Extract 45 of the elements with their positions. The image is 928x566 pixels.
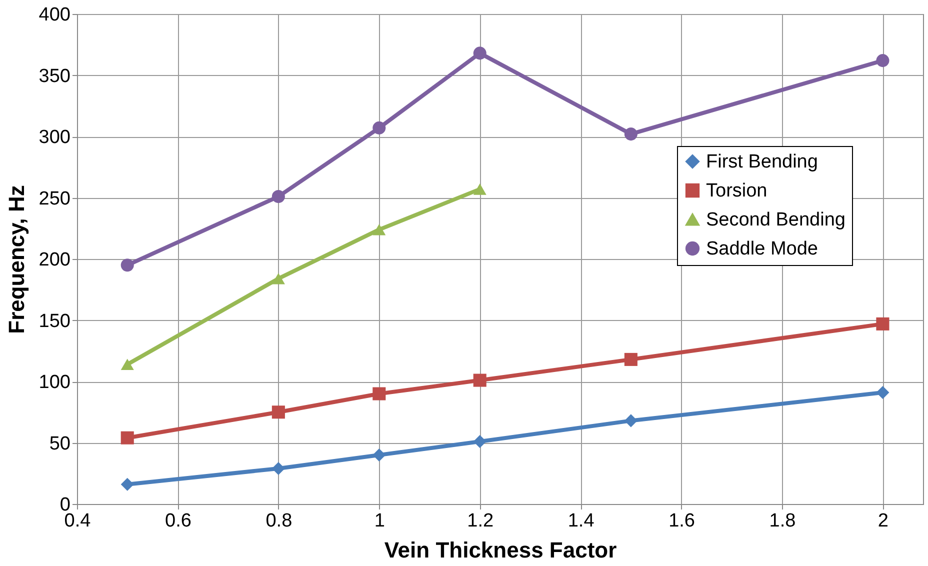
point [473,184,486,195]
x-tick-label: 1.2 [467,510,494,532]
x-tick-label: 0.8 [266,510,292,532]
y-tick-label: 200 [38,250,70,270]
point [624,352,638,366]
point [372,224,386,236]
point [473,435,486,448]
point [120,478,134,491]
point [120,358,134,370]
y-tick-label: 350 [38,66,70,87]
y-tick-label: 100 [38,372,70,393]
point [272,462,285,475]
point [473,46,486,60]
point [372,387,386,400]
x-tick-label: 1.6 [668,510,695,532]
point [473,374,486,387]
point [876,317,890,330]
y-tick-label: 250 [38,188,70,210]
y-tick-label: 300 [38,127,70,148]
y-axis-title: Frequency, Hz [4,185,29,334]
point [272,272,285,284]
y-tick-label: 50 [49,433,70,454]
x-tick-label: 1.8 [769,510,796,532]
point [624,414,638,428]
x-tick-label: 1.4 [568,510,595,532]
y-tick-label: 400 [38,4,70,26]
point [876,54,890,68]
point [624,128,638,141]
legend-label: Saddle Mode [706,238,818,260]
x-tick-label: 0.4 [64,510,92,532]
x-tick-label: 2 [878,510,889,532]
point [272,406,285,419]
x-tick-label: 0.6 [165,510,192,532]
point [876,386,890,400]
legend-label: First Bending [706,152,818,172]
point [372,448,386,462]
point [120,431,134,444]
x-tick-label: 1 [374,510,385,532]
point [372,121,386,134]
x-axis-title: Vein Thickness Factor [384,538,618,562]
legend-label: Second Bending [706,210,846,230]
y-tick-label: 150 [38,310,70,332]
point [272,190,285,204]
legend-label: Torsion [706,180,768,202]
point [120,258,134,272]
